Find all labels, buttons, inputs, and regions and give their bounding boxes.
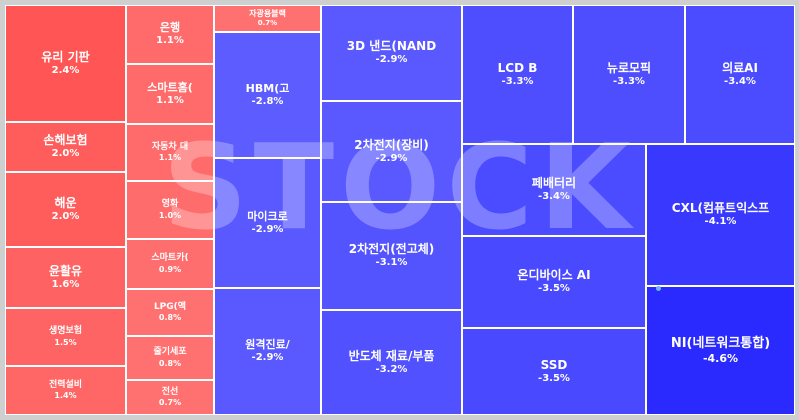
treemap-tile[interactable]: CXL(컴퓨트익스프 -4.1% — [646, 144, 795, 286]
treemap-tile[interactable]: 전력설비 1.4% — [5, 366, 126, 415]
tile-change: -3.4% — [538, 191, 570, 203]
treemap-tile[interactable]: 손해보험 2.0% — [5, 122, 126, 172]
tile-change: -2.9% — [251, 352, 284, 364]
tile-change: -3.4% — [724, 75, 756, 87]
treemap-tile[interactable]: NI(네트워크통합) -4.6% — [646, 286, 795, 415]
tile-change: -2.8% — [251, 95, 284, 107]
treemap-tile[interactable]: 2차전지(전고체) -3.1% — [321, 202, 462, 310]
treemap-tile[interactable]: 영화 1.0% — [126, 181, 214, 239]
tile-name: LCD B — [497, 60, 538, 75]
tile-name: 마이크로 — [247, 209, 288, 223]
treemap-tile[interactable]: 온디바이스 AI -3.5% — [462, 236, 646, 328]
tile-name: SSD — [540, 357, 568, 372]
treemap-tile[interactable]: 자광용블랙 0.7% — [214, 5, 321, 32]
tile-name: 해운 — [54, 195, 77, 210]
tile-change: 1.1% — [156, 35, 184, 47]
treemap-tile[interactable]: 줄기세포 0.8% — [126, 336, 214, 380]
tile-change: -2.9% — [251, 223, 284, 235]
tile-change: 1.1% — [156, 94, 184, 106]
tile-change: -3.3% — [613, 75, 645, 87]
tile-change: 0.9% — [158, 264, 182, 274]
tile-name: 스마트홈( — [147, 80, 193, 94]
treemap-tile[interactable]: 2차전지(장비) -2.9% — [321, 101, 462, 202]
tile-name: 유리 기판 — [41, 49, 90, 64]
tile-change: 0.8% — [158, 358, 182, 368]
treemap-tile[interactable]: 스마트카(0.9% — [126, 239, 214, 289]
tile-change: 2.0% — [51, 148, 80, 160]
treemap-tile[interactable]: 페배터리 -3.4% — [462, 144, 646, 236]
tile-change: 0.8% — [158, 313, 182, 323]
tile-change: -2.9% — [375, 152, 408, 164]
tile-change: 0.7% — [257, 19, 278, 28]
tile-change: -4.6% — [702, 351, 739, 365]
tile-change: -3.5% — [538, 372, 570, 384]
treemap-tile[interactable]: 자동차 대 1.1% — [126, 124, 214, 181]
treemap-tile[interactable]: 유리 기판 2.4% — [5, 5, 126, 122]
tile-change: -3.5% — [538, 283, 570, 295]
treemap-tile[interactable]: LCD B -3.3% — [462, 5, 573, 144]
treemap-tile[interactable]: 반도체 재료/부품 -3.2% — [321, 310, 462, 415]
tile-change: -3.3% — [501, 75, 534, 87]
marker-dot — [656, 286, 661, 291]
tile-change: -3.1% — [375, 257, 408, 269]
treemap-tile[interactable]: 윤활유 1.6% — [5, 247, 126, 308]
treemap-tile[interactable]: 3D 낸드(NAND -2.9% — [321, 5, 462, 101]
tile-name: CXL(컴퓨트익스프 — [671, 201, 770, 216]
tile-name: 줄기세포 — [153, 347, 187, 358]
tile-name: NI(네트워크통합) — [670, 335, 771, 351]
tile-name: 영화 — [161, 199, 179, 210]
tile-name: 스마트카( — [151, 253, 189, 264]
treemap-tile[interactable]: 전선 0.7% — [126, 380, 214, 415]
treemap-tile[interactable]: 생명보험 1.5% — [5, 308, 126, 366]
tile-change: 1.1% — [158, 153, 182, 163]
tile-name: 의료AI — [722, 60, 758, 75]
tile-name: 2차전지(전고체) — [348, 242, 435, 257]
tile-name: 온디바이스 AI — [517, 268, 591, 283]
tile-name: 손해보험 — [43, 133, 88, 148]
treemap-tile[interactable]: 원격진료/-2.9% — [214, 288, 321, 415]
tile-name: 자동차 대 — [151, 141, 189, 152]
tile-change: -2.9% — [375, 54, 408, 66]
tile-name: 전선 — [161, 386, 179, 397]
treemap-tile[interactable]: 은행 1.1% — [126, 5, 214, 64]
tile-name: 생명보험 — [48, 326, 83, 337]
tile-change: 1.0% — [158, 210, 182, 220]
tile-change: 1.4% — [54, 391, 77, 401]
treemap-tile[interactable]: LPG(액 0.8% — [126, 289, 214, 336]
tile-name: 원격진료/ — [245, 338, 290, 352]
tile-name: 2차전지(장비) — [354, 137, 429, 152]
treemap-tile[interactable]: SSD -3.5% — [462, 328, 646, 415]
treemap-tile[interactable]: 뉴로모픽 -3.3% — [573, 5, 685, 144]
tile-name: 반도체 재료/부품 — [348, 348, 435, 363]
tile-name: 페배터리 — [531, 176, 577, 191]
tile-change: -3.2% — [375, 363, 408, 375]
tile-name: HBM(고 — [245, 81, 290, 95]
tile-change: 2.4% — [51, 64, 80, 76]
tile-change: 1.5% — [54, 337, 77, 347]
tile-name: LPG(액 — [153, 301, 187, 312]
treemap-tile[interactable]: 스마트홈(1.1% — [126, 64, 214, 124]
tile-name: 3D 낸드(NAND — [346, 39, 437, 54]
tile-name: 자광용블랙 — [249, 9, 286, 19]
tile-name: 전력설비 — [48, 379, 83, 390]
treemap-tile[interactable]: HBM(고 -2.8% — [214, 32, 321, 158]
tile-change: 1.6% — [51, 278, 80, 290]
tile-name: 뉴로모픽 — [606, 60, 652, 75]
treemap-tile[interactable]: 의료AI -3.4% — [685, 5, 795, 144]
tile-name: 윤활유 — [48, 263, 83, 278]
tile-change: 2.0% — [51, 210, 80, 222]
tile-name: 은행 — [159, 21, 181, 35]
treemap-tile[interactable]: 해운 2.0% — [5, 172, 126, 247]
treemap-tile[interactable]: 마이크로 -2.9% — [214, 158, 321, 288]
tile-change: -4.1% — [704, 216, 737, 228]
tile-change: 0.7% — [158, 398, 182, 408]
